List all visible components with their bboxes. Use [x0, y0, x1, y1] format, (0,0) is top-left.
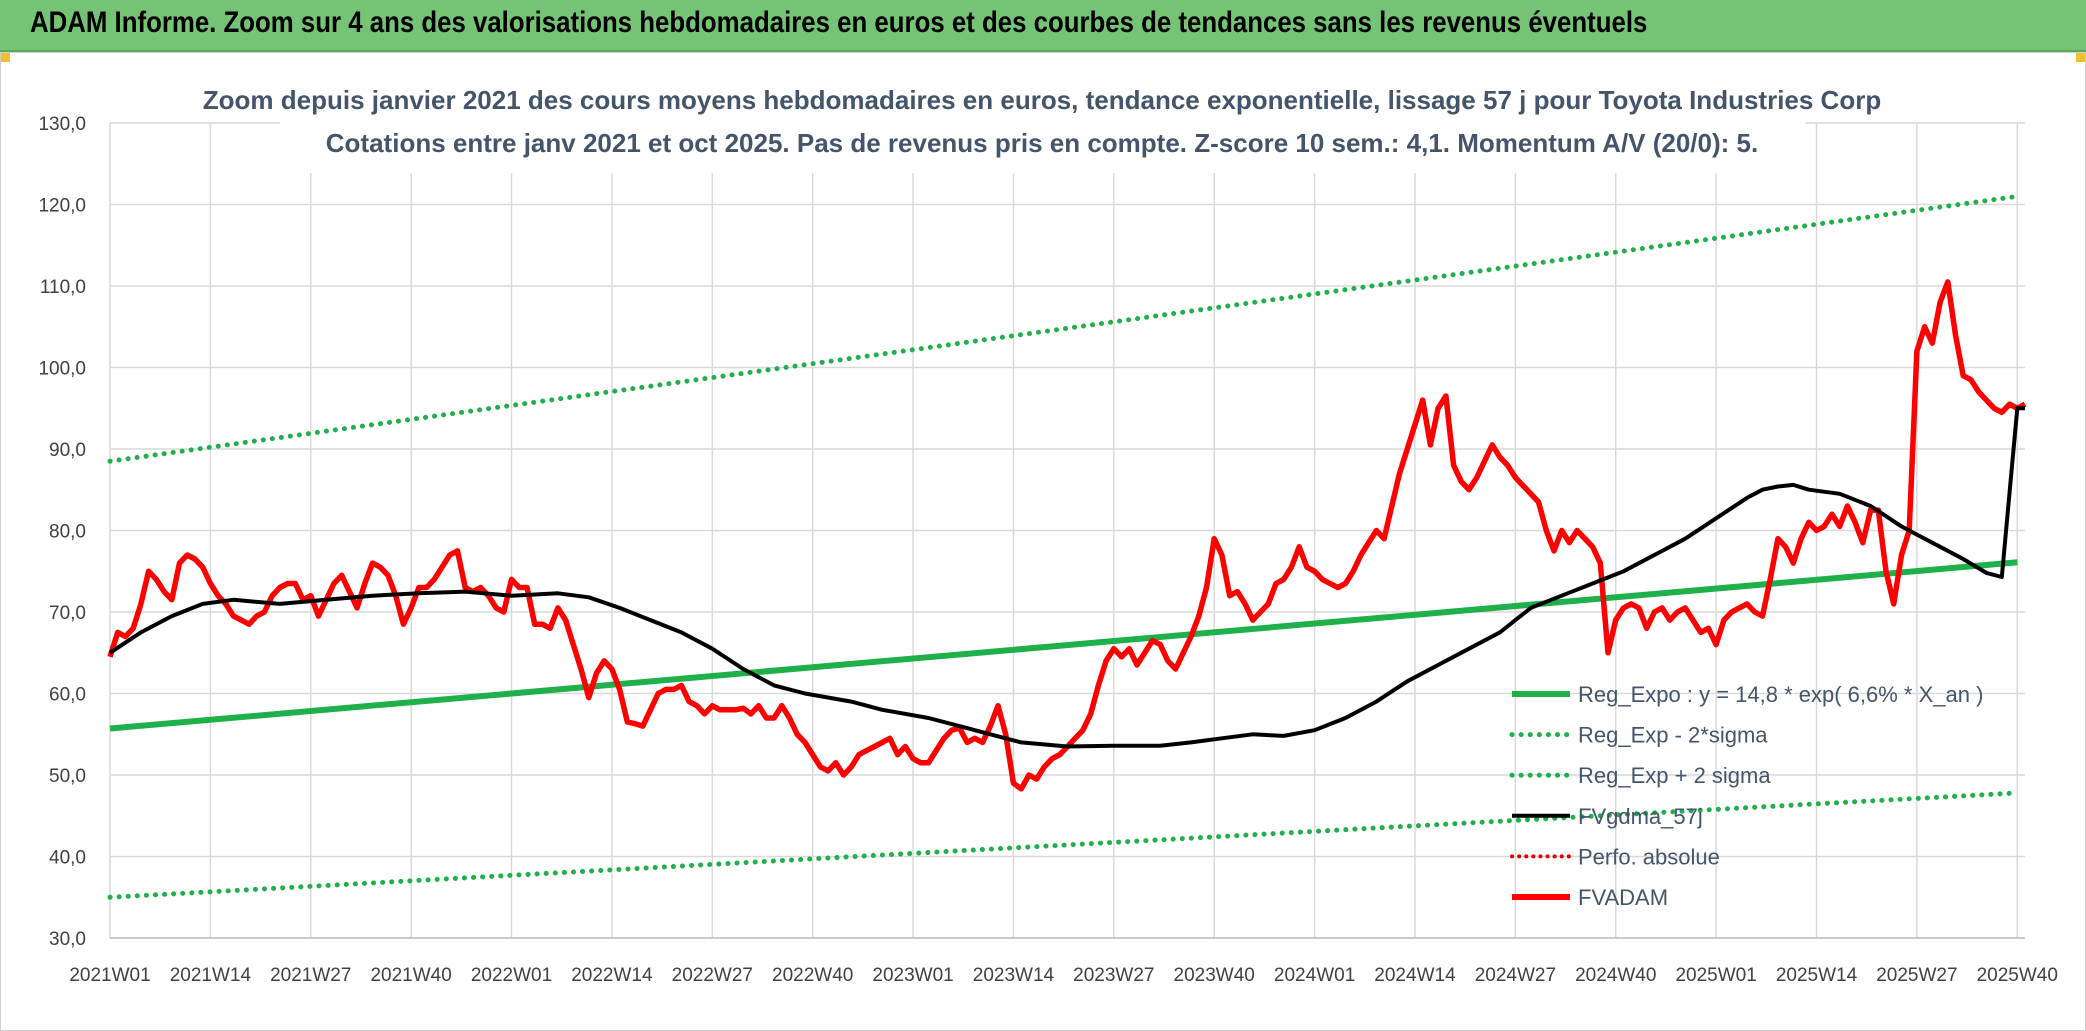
y-tick-label: 50,0 [49, 766, 86, 787]
reg-exp-minus-2sigma-line [107, 790, 2020, 900]
legend-label: FVgdma_57j [1578, 804, 1703, 829]
series-lines [107, 193, 2027, 900]
y-tick-label: 130,0 [38, 114, 86, 135]
x-tick-label: 2025W14 [1776, 965, 1858, 986]
legend-label: Reg_Exp - 2*sigma [1578, 723, 1768, 748]
y-tick-label: 40,0 [49, 848, 86, 869]
title-background [280, 83, 1805, 173]
y-tick-label: 70,0 [49, 603, 86, 624]
report-header: ADAM Informe. Zoom sur 4 ans des valoris… [0, 0, 2086, 52]
y-tick-label: 100,0 [38, 359, 86, 380]
x-axis-ticks: 2021W01 2021W14 2021W27 2021W40 2022W01 2022W… [69, 965, 2058, 986]
fvadam-line [107, 279, 2027, 792]
fvgdma-57j-line [108, 406, 2025, 749]
y-tick-label: 110,0 [40, 277, 86, 298]
x-tick-label: 2025W40 [1977, 965, 2058, 986]
legend-label: Reg_Expo : y = 14,8 * exp( 6,6% * X_an ) [1578, 682, 1983, 707]
x-tick-label: 2024W01 [1274, 965, 1355, 986]
y-tick-label: 90,0 [49, 440, 86, 461]
x-tick-label: 2021W27 [270, 965, 351, 986]
reg-expo-line [109, 559, 2018, 732]
x-tick-label: 2021W40 [370, 965, 451, 986]
x-tick-label: 2021W14 [170, 965, 252, 986]
x-tick-label: 2023W27 [1073, 965, 1154, 986]
x-tick-label: 2023W40 [1174, 965, 1255, 986]
reg-exp-plus-2sigma-line [107, 193, 2020, 464]
y-tick-label: 60,0 [49, 685, 86, 706]
grid [109, 122, 2025, 939]
legend: Reg_Expo : y = 14,8 * exp( 6,6% * X_an )… [1509, 682, 1983, 910]
x-tick-label: 2021W01 [69, 965, 150, 986]
corner-marker [0, 52, 10, 62]
chart-title-line1: Zoom depuis janvier 2021 des cours moyen… [203, 85, 1881, 115]
corner-marker [2076, 52, 2086, 62]
x-tick-label: 2022W27 [672, 965, 753, 986]
y-tick-label: 120,0 [38, 196, 86, 217]
y-tick-label: 80,0 [49, 522, 86, 543]
x-tick-label: 2025W01 [1675, 965, 1756, 986]
x-tick-label: 2025W27 [1876, 965, 1957, 986]
x-tick-label: 2023W01 [872, 965, 953, 986]
x-tick-label: 2022W01 [471, 965, 552, 986]
x-tick-label: 2022W14 [571, 965, 653, 986]
x-tick-label: 2024W27 [1475, 965, 1556, 986]
x-tick-label: 2023W14 [973, 965, 1055, 986]
x-tick-label: 2022W40 [772, 965, 853, 986]
chart-title-line2: Cotations entre janv 2021 et oct 2025. P… [326, 128, 1758, 158]
x-tick-label: 2024W40 [1575, 965, 1656, 986]
legend-label: FVADAM [1578, 885, 1668, 910]
legend-label: Perfo. absolue [1578, 844, 1720, 869]
x-tick-label: 2024W14 [1374, 965, 1456, 986]
legend-label: Reg_Exp + 2 sigma [1578, 763, 1771, 788]
y-axis-ticks: 30,0 40,0 50,0 60,0 70,0 80,0 90,0 100,0 110,0 12… [38, 114, 86, 950]
y-tick-label: 30,0 [49, 929, 86, 950]
report-title: ADAM Informe. Zoom sur 4 ans des valoris… [30, 6, 1648, 39]
